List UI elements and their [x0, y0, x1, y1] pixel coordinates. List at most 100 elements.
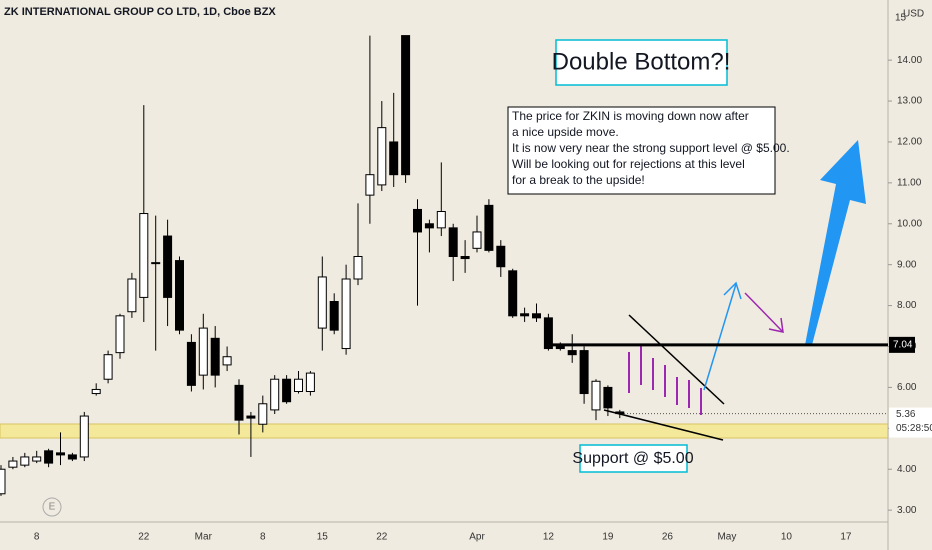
y-tick-label: 4.00 [897, 464, 917, 475]
candle-body [186, 341, 196, 386]
candle-body [20, 456, 30, 466]
currency: USD [903, 9, 924, 20]
candle-body [555, 346, 565, 350]
candle-body [0, 468, 6, 495]
candle-body [424, 223, 434, 229]
note: The price for ZKIN is moving down now af… [512, 109, 790, 187]
event-label: E [49, 502, 56, 513]
candle-body [222, 356, 232, 366]
candle-body [329, 301, 339, 331]
candle-body [520, 313, 530, 317]
countdown: 05:28:50 [896, 423, 932, 434]
y-tick-label: 11.00 [897, 178, 922, 189]
trend-line [603, 409, 724, 441]
candle-body [317, 276, 327, 329]
x-tick-label: 19 [602, 532, 614, 543]
note-line: a nice upside move. [512, 125, 619, 139]
candle-body [460, 256, 470, 260]
candle-body [365, 174, 375, 196]
candle-body [543, 317, 553, 350]
candle-body [91, 388, 101, 395]
support-zone [0, 423, 889, 439]
x-tick-label: 22 [376, 532, 388, 543]
note-line: for a break to the upside! [512, 173, 645, 187]
y-tick-label-partial: 15 [895, 13, 907, 24]
y-tick-label: 8.00 [897, 300, 917, 311]
candle-body [44, 450, 54, 464]
candle-body [579, 350, 589, 395]
candle-body [32, 456, 42, 462]
y-tick-label: 14.00 [897, 55, 922, 66]
trend-line [628, 314, 725, 405]
event-marker [42, 497, 62, 517]
chart-title: ZK INTERNATIONAL GROUP CO LTD, 1D, Cboe … [4, 6, 276, 18]
candle-body [377, 127, 387, 186]
support-box [579, 444, 688, 473]
wave-marks [628, 345, 702, 415]
candle-body [163, 235, 173, 298]
support-label: Support @ $5.00 [572, 450, 693, 467]
y-tick-label: 12.00 [897, 137, 922, 148]
level-tag [889, 336, 915, 353]
candle-body [401, 35, 411, 176]
candle-body [294, 378, 303, 392]
y-tick-label: 9.00 [897, 259, 917, 270]
last-price-tag [889, 407, 932, 438]
y-tick-label: 3.00 [897, 505, 917, 516]
candle-body [484, 204, 494, 251]
candle-body [79, 415, 89, 458]
candle-body [67, 454, 77, 460]
y-tick-label: 13.00 [897, 96, 922, 107]
candle-body [472, 231, 482, 249]
candle-body [508, 270, 518, 317]
x-tick-label: Apr [469, 532, 485, 543]
headline: Double Bottom?! [552, 48, 731, 75]
pullback-arrow [744, 292, 784, 333]
candle-body [103, 354, 113, 380]
note-line: The price for ZKIN is moving down now af… [512, 109, 749, 123]
candle-body [567, 350, 577, 356]
candle-body [270, 378, 280, 411]
candle-body [591, 380, 601, 411]
x-tick-label: 8 [34, 532, 40, 543]
x-tick-label: 15 [317, 532, 329, 543]
note-box [507, 106, 776, 195]
x-tick-label: 17 [840, 532, 852, 543]
candle-body [496, 245, 506, 268]
level-label: 7.04 [893, 340, 913, 351]
headline-box [555, 39, 728, 86]
candle-body [115, 315, 125, 354]
candle-body [282, 378, 292, 403]
candle-body [413, 208, 422, 233]
candle-body [353, 256, 363, 280]
candle-body [532, 313, 541, 319]
x-tick-label: 22 [138, 532, 150, 543]
candle-body [234, 384, 244, 421]
target-arrow [805, 140, 866, 345]
note-line: Will be looking out for rejections at th… [512, 157, 745, 171]
x-tick-label: Mar [195, 532, 213, 543]
x-tick-label: May [717, 532, 736, 543]
candle-body [603, 386, 613, 409]
candle-body [305, 372, 315, 393]
x-tick-label: 8 [260, 532, 266, 543]
candle-body [210, 337, 220, 376]
last-price-label: 5.36 [896, 409, 916, 420]
x-tick-label: 26 [662, 532, 674, 543]
candles [0, 35, 625, 496]
projection-arrow [703, 281, 742, 391]
candle-body [389, 141, 399, 176]
x-tick-label: 10 [781, 532, 793, 543]
note-line: It is now very near the strong support l… [512, 141, 790, 155]
candle-body [436, 211, 446, 229]
y-tick-label: 6.00 [897, 382, 917, 393]
candle-body [8, 460, 18, 468]
candle-body [151, 262, 161, 265]
y-tick-label: 10.00 [897, 218, 922, 229]
candle-body [175, 260, 184, 331]
candle-body [198, 327, 208, 376]
candle-body [139, 213, 149, 298]
candle-body [258, 403, 268, 425]
candle-body [341, 278, 351, 350]
